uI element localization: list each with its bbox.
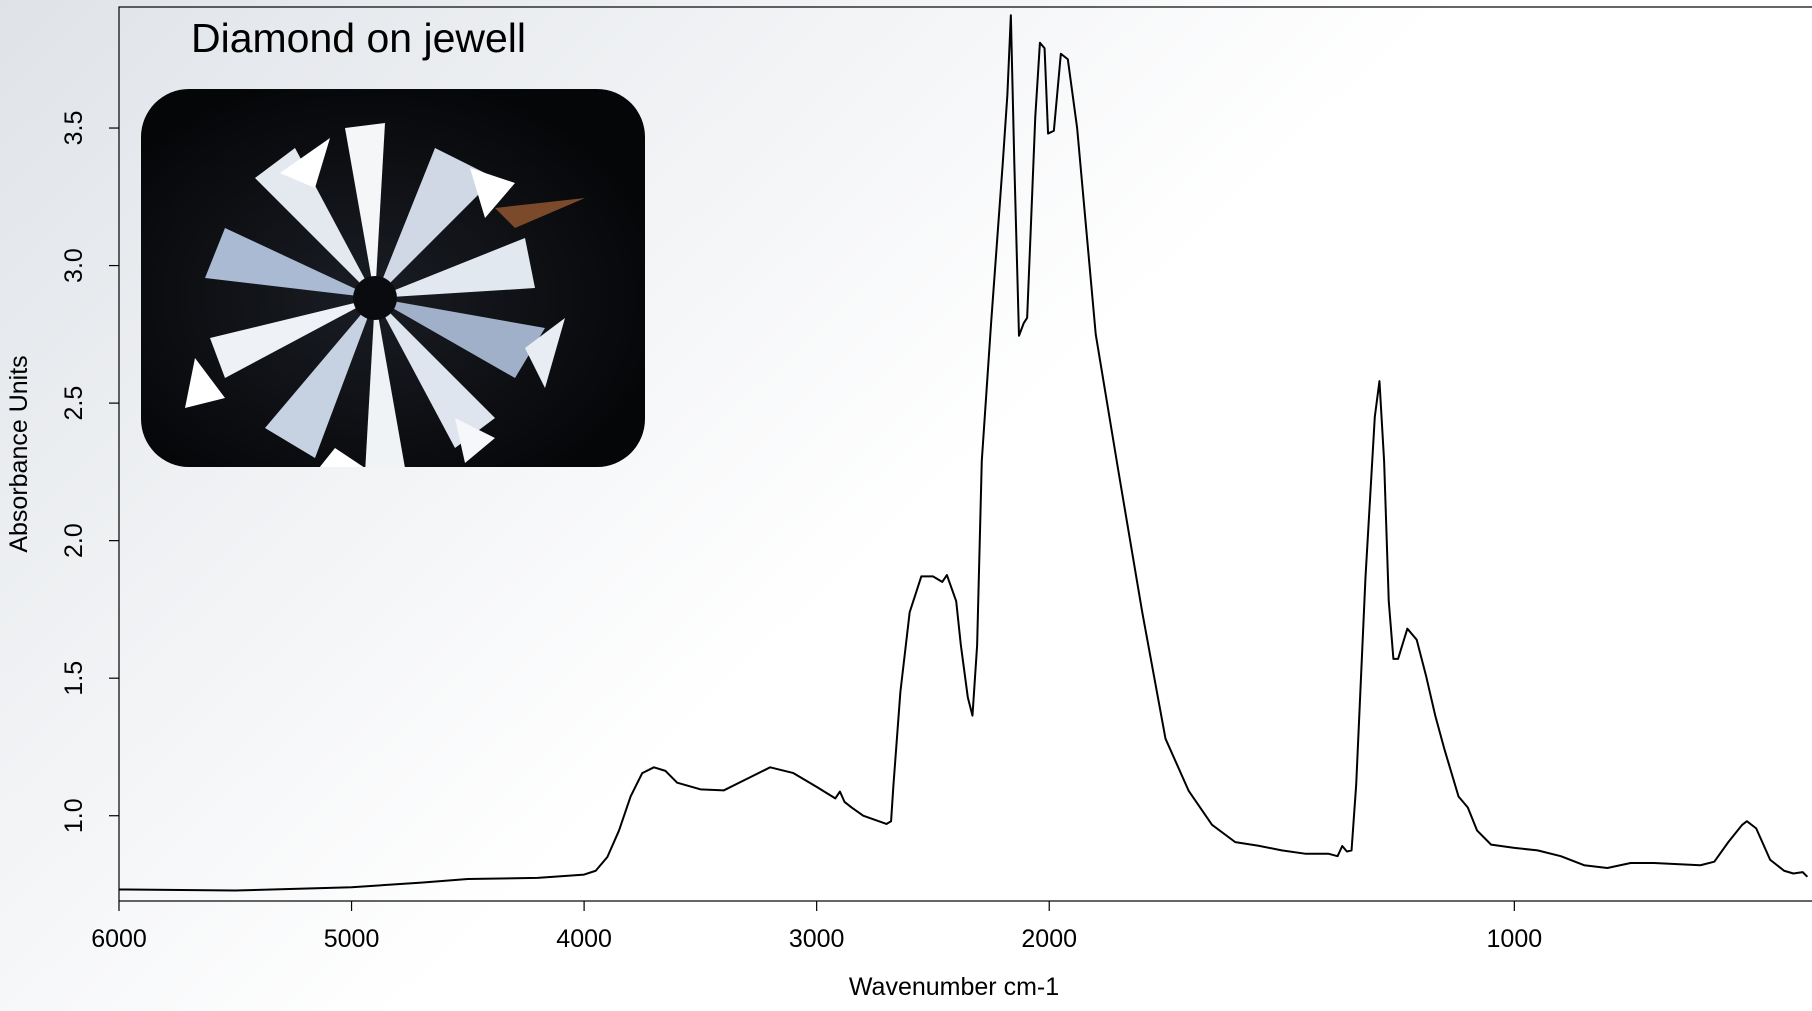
y-tick-label: 3.0 (60, 248, 88, 283)
y-tick-label: 2.0 (60, 523, 88, 558)
x-tick-label: 4000 (556, 925, 612, 953)
y-axis-label: Absorbance Units (5, 355, 33, 552)
spectrum-line (118, 14, 1809, 892)
x-axis-label: Wavenumber cm-1 (849, 973, 1059, 1001)
inset-title: Diamond on jewell (191, 15, 526, 61)
x-tick-label: 1000 (1487, 925, 1543, 953)
x-tick-label: 2000 (1021, 925, 1077, 953)
y-tick-label: 3.5 (60, 111, 88, 146)
x-tick-label: 6000 (91, 925, 147, 953)
plot-frame (118, 6, 1812, 902)
y-tick-label: 2.5 (60, 386, 88, 421)
y-tick-label: 1.5 (60, 661, 88, 696)
x-tick-label: 3000 (789, 925, 845, 953)
y-tick-label: 1.0 (60, 798, 88, 833)
diamond-photo (141, 89, 645, 467)
x-tick-label: 5000 (324, 925, 380, 953)
